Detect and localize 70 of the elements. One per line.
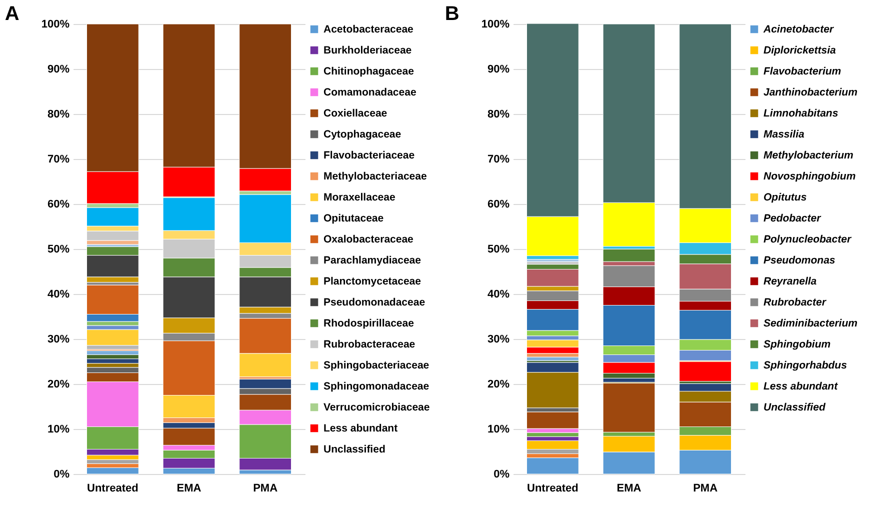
legend-label: Less abundant [324,422,398,434]
legend-label: Methylobacterium [764,149,854,162]
legend-label: Burkholderiaceae [324,44,412,56]
y-tick-label: 10% [487,424,510,436]
legend-label: Flavobacterium [764,65,842,78]
y-tick-label: 80% [47,108,70,120]
legend-label: Moraxellaceae [324,191,396,204]
y-tick-label: 0% [54,468,70,480]
y-tick-label: 40% [487,288,510,300]
legend-label: Pseudomonas [764,254,836,266]
y-tick-label: 70% [47,154,70,166]
x-tick-label: PMA [693,482,718,494]
legend-label: Pseudomonadaceae [324,296,426,308]
legend-label: Limnohabitans [764,107,838,120]
y-tick-label: 50% [487,244,510,256]
legend-label: Opitutus [764,191,807,204]
legend-label: Rubrobacter [764,296,827,308]
legend-label: Rhodospirillaceae [324,317,414,330]
legend-label: Acetobacteraceae [324,23,414,36]
legend-label: Novosphingobium [764,170,856,182]
legend-label: Unclassified [324,443,386,456]
y-tick-label: 50% [47,244,70,256]
x-tick-label: PMA [253,482,278,494]
legend-label: Pedobacter [764,212,822,224]
y-tick-label: 20% [487,378,510,390]
legend-label: Flavobacteriaceae [324,149,415,162]
legend-label: Methylobacteriaceae [324,170,427,182]
legend-label: Parachlamydiaceae [324,254,422,266]
legend-label: Polynucleobacter [764,233,852,246]
legend-label: Comamonadaceae [324,86,416,98]
legend-label: Unclassified [764,401,826,414]
y-tick-label: 30% [487,334,510,346]
legend-label: Sphingomonadaceae [324,380,430,392]
chart-title: A [4,3,20,25]
legend-label: Sphingorhabdus [764,359,848,372]
legend-label: Diplorickettsia [764,44,836,56]
legend-label: Acinetobacter [762,23,834,36]
y-tick-label: 90% [487,64,510,76]
y-tick-label: 20% [47,378,70,390]
legend-label: Reyranella [764,275,817,288]
legend-label: Massilia [764,128,805,140]
x-tick-label: Untreated [527,482,578,494]
x-tick-label: EMA [176,482,202,494]
legend-label: Chitinophagaceae [324,65,414,78]
y-tick-label: 100% [41,18,70,30]
legend-label: Opitutaceae [324,212,384,224]
legend-label: Coxiellaceae [324,107,388,120]
y-tick-label: 60% [47,198,70,210]
legend-label: Sphingobium [764,338,831,350]
legend-label: Planctomycetaceae [324,275,422,288]
legend-label: Janthinobacterium [764,86,858,98]
x-tick-label: Untreated [87,482,138,494]
y-tick-label: 90% [47,64,70,76]
legend-label: Rubrobacteraceae [324,338,416,350]
y-tick-label: 40% [47,288,70,300]
y-tick-label: 30% [47,334,70,346]
y-tick-label: 60% [487,198,510,210]
legend-label: Sediminibacterium [764,317,858,330]
legend-label: Less abundant [764,380,838,392]
legend-label: Oxalobacteraceae [324,233,414,246]
x-tick-label: EMA [616,482,642,494]
chart-title: B [444,3,460,25]
y-tick-label: 80% [487,108,510,120]
y-tick-label: 0% [494,468,510,480]
legend-label: Verrucomicrobiaceae [324,401,430,414]
y-tick-label: 100% [481,18,510,30]
legend-label: Cytophagaceae [324,128,402,140]
y-tick-label: 70% [487,154,510,166]
y-tick-label: 10% [47,424,70,436]
legend-label: Sphingobacteriaceae [324,359,430,372]
